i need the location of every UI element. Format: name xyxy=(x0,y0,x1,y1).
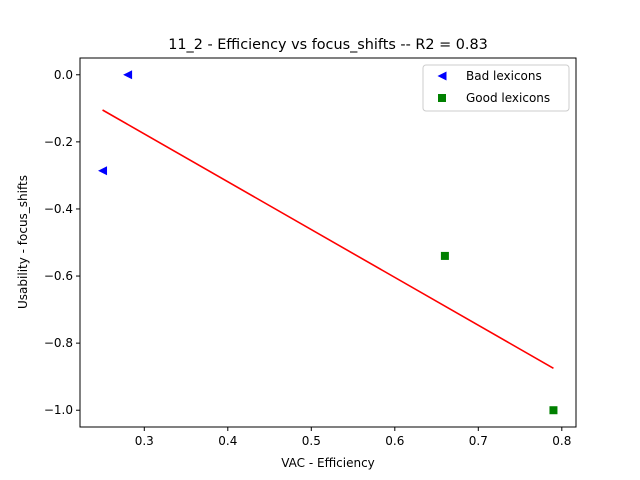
legend-label-bad-lexicons: Bad lexicons xyxy=(466,69,542,83)
legend-triangle-marker xyxy=(437,71,447,81)
data-point xyxy=(123,70,133,80)
legend-label-good-lexicons: Good lexicons xyxy=(466,91,550,105)
legend-square-marker xyxy=(438,94,446,102)
plot-area xyxy=(80,58,576,427)
x-tick-label: 0.8 xyxy=(552,434,571,448)
x-tick-label: 0.4 xyxy=(218,434,237,448)
x-tick-label: 0.5 xyxy=(302,434,321,448)
data-point xyxy=(440,251,449,260)
y-tick-label: −0.6 xyxy=(44,269,73,283)
legend-box xyxy=(422,64,570,112)
plot-frame xyxy=(79,57,577,428)
chart-title: 11_2 - Efficiency vs focus_shifts -- R2 … xyxy=(168,37,488,53)
y-tick-label: −0.8 xyxy=(44,336,73,350)
x-tick-label: 0.6 xyxy=(385,434,404,448)
regression-line xyxy=(102,109,554,369)
y-tick-label: −1.0 xyxy=(44,403,73,417)
x-axis-label: VAC - Efficiency xyxy=(281,456,375,470)
fit-line-layer xyxy=(102,109,554,369)
y-tick-label: −0.4 xyxy=(44,202,73,216)
x-axis-ticks: 0.3 0.4 0.5 0.6 0.7 0.8 xyxy=(135,427,571,448)
data-point xyxy=(98,166,108,176)
legend: Bad lexicons Good lexicons xyxy=(422,64,570,112)
legend-marker-bad-lexicons xyxy=(437,71,447,81)
y-tick-label: −0.2 xyxy=(44,135,73,149)
x-tick-label: 0.7 xyxy=(469,434,488,448)
y-axis-label: Usability - focus_shifts xyxy=(16,175,30,309)
y-tick-label: 0.0 xyxy=(54,68,73,82)
legend-marker-good-lexicons xyxy=(438,94,446,102)
data-points-layer xyxy=(98,70,558,415)
x-tick-label: 0.3 xyxy=(135,434,154,448)
y-axis-ticks: 0.0 −0.2 −0.4 −0.6 −0.8 −1.0 xyxy=(44,68,80,417)
data-point xyxy=(549,406,558,415)
